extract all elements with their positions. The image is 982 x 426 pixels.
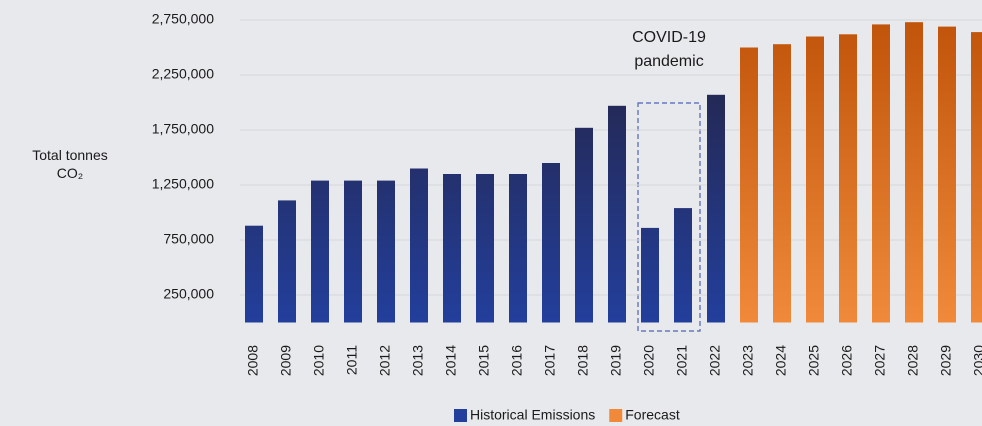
bar [641,227,659,323]
x-tick-label: 2017 [542,345,558,376]
y-axis-label: Total tonnes CO₂ [32,147,108,181]
x-tick-label: 2029 [938,345,954,376]
x-tick-label: 2015 [476,345,492,376]
x-tick-label: 2030 [971,345,982,376]
legend-swatch [609,409,623,422]
y-tick-label: 2,750,000 [152,11,214,27]
x-tick-label: 2024 [773,345,789,376]
y-tick-label: 750,000 [163,231,214,247]
x-tick-label: 2014 [443,345,459,376]
bar [443,174,461,323]
x-tick-label: 2022 [707,345,723,376]
legend-swatch [454,409,467,422]
y-tick-label: 250,000 [163,286,214,302]
x-tick-label: 2028 [905,345,921,376]
covid-box [637,102,701,332]
x-tick-label: 2026 [839,345,855,376]
bar [938,26,956,323]
bar [344,180,362,323]
x-tick-label: 2018 [575,345,591,376]
y-tick-label: 1,250,000 [152,176,214,192]
bar [278,200,296,323]
x-tick-label: 2010 [311,345,327,376]
bar [410,168,428,323]
bar [707,94,725,323]
bar [377,180,395,323]
x-tick-label: 2025 [806,345,822,376]
bar [608,105,626,323]
x-tick-label: 2020 [641,345,657,376]
bar [905,22,923,323]
x-tick-label: 2021 [674,345,690,376]
bar [245,225,263,323]
y-tick-label: 1,750,000 [152,121,214,137]
x-tick-label: 2013 [410,345,426,376]
bar [740,47,758,323]
bar [806,36,824,323]
bar [575,127,593,323]
bar [509,174,527,323]
x-tick-label: 2009 [278,345,294,376]
x-tick-label: 2012 [377,345,393,376]
bar [971,32,982,323]
bar [773,44,791,323]
legend-label: Historical Emissions [470,407,595,423]
legend-label: Forecast [625,407,680,423]
x-tick-label: 2016 [509,345,525,376]
bar [674,208,692,323]
bar [839,34,857,323]
y-tick-label: 2,250,000 [152,66,214,82]
x-tick-label: 2023 [740,345,756,376]
bar [542,163,560,323]
bar [311,180,329,323]
bar [872,24,890,323]
x-tick-label: 2011 [344,345,360,375]
bar [476,174,494,323]
x-tick-label: 2008 [245,345,261,376]
annotation: COVID-19 pandemic [632,29,706,70]
x-tick-label: 2019 [608,345,624,376]
x-tick-label: 2027 [872,345,888,376]
